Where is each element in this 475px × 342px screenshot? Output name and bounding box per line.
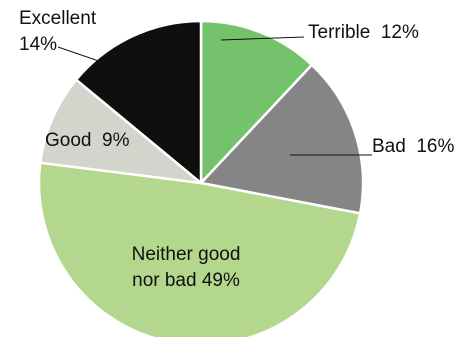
excellent-label-line2: 14%: [19, 34, 57, 55]
pie-slice-neither-good-nor-bad: [37, 161, 362, 342]
pie-slice-terrible: [199, 19, 314, 185]
terrible-leader-line: [220, 36, 305, 41]
pie-slice-bad: [199, 63, 365, 215]
good-label: Good 9%: [45, 130, 130, 151]
excellent-leader-line: [57, 46, 149, 79]
terrible-label: Terrible 12%: [308, 22, 419, 43]
neither-label-line2: nor bad 49%: [132, 270, 240, 291]
bad-label: Bad 16%: [372, 136, 454, 157]
pie-slices: [37, 19, 365, 342]
slice-labels: Terrible 12% Bad 16% Neither good nor ba…: [19, 8, 454, 291]
leader-lines: [57, 36, 372, 156]
neither-label-line1: Neither good: [132, 244, 241, 265]
pie-slice-good: [39, 78, 203, 185]
pie-slice-excellent: [74, 19, 203, 185]
excellent-label-line1: Excellent: [19, 8, 97, 29]
